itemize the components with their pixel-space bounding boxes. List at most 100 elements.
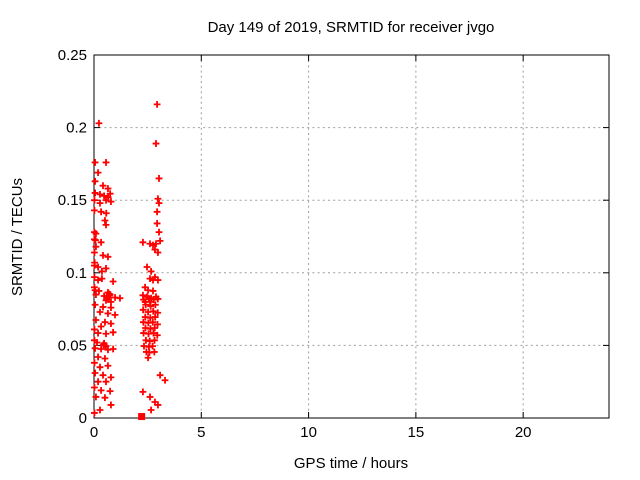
data-point (107, 304, 115, 312)
data-point (97, 387, 105, 394)
data-point (91, 326, 98, 333)
data-point (102, 378, 110, 386)
data-point (91, 301, 99, 309)
data-point (149, 307, 157, 315)
data-point (96, 308, 104, 316)
data-point (95, 287, 103, 295)
data-point (161, 376, 169, 384)
data-point (101, 217, 109, 224)
data-point (154, 195, 162, 203)
data-point (94, 353, 102, 361)
axis-ticks (93, 54, 609, 419)
data-point (139, 238, 147, 246)
data-point (154, 401, 162, 409)
data-point (91, 249, 98, 256)
x-tick-label: 5 (197, 424, 205, 441)
data-point (107, 373, 115, 381)
data-point (102, 265, 110, 272)
data-point (94, 169, 102, 177)
data-point (139, 306, 147, 314)
data-point (154, 295, 162, 303)
data-points (91, 100, 169, 421)
data-point (91, 196, 98, 204)
data-point (96, 190, 104, 198)
data-point (91, 369, 99, 377)
data-point (92, 393, 100, 401)
data-point (101, 318, 109, 326)
x-tick-label: 15 (408, 424, 425, 441)
data-point (102, 209, 110, 217)
data-point (109, 278, 117, 285)
data-point (153, 208, 161, 216)
data-point (147, 267, 155, 275)
data-point (96, 199, 104, 207)
data-point (102, 221, 110, 229)
data-point (102, 330, 110, 338)
data-point (109, 345, 117, 353)
data-point-square (138, 413, 146, 421)
data-point (149, 287, 157, 295)
data-point (116, 294, 124, 302)
data-point (96, 406, 104, 414)
data-point (91, 177, 99, 185)
data-point (106, 387, 114, 395)
data-point (91, 409, 98, 417)
data-point (96, 363, 104, 371)
data-point (111, 311, 119, 319)
data-point (145, 294, 153, 302)
data-point (149, 342, 156, 350)
data-point (139, 388, 147, 396)
data-point (150, 329, 157, 337)
data-point (154, 309, 162, 317)
data-point (140, 296, 147, 304)
data-point (97, 323, 105, 330)
data-point (94, 378, 102, 386)
data-point (91, 273, 98, 281)
data-point (151, 336, 158, 344)
data-point (151, 324, 159, 332)
data-point (153, 331, 161, 339)
data-point (91, 359, 98, 367)
data-point (153, 220, 161, 227)
y-tick-label: 0.05 (58, 337, 87, 354)
plot-border (93, 54, 610, 419)
data-point (151, 301, 159, 309)
data-point (109, 328, 117, 336)
data-point (102, 196, 110, 204)
data-point (94, 263, 102, 271)
data-point (156, 237, 164, 245)
data-point (99, 303, 107, 311)
data-point (91, 344, 99, 352)
grid-lines (94, 55, 609, 418)
data-point (92, 316, 100, 324)
data-point (100, 192, 108, 200)
data-point (147, 302, 155, 310)
y-tick-label: 0.1 (66, 265, 87, 282)
data-point (155, 228, 163, 236)
data-point (94, 276, 102, 284)
chart-title: Day 149 of 2019, SRMTID for receiver jvg… (208, 19, 495, 36)
data-point (107, 320, 115, 328)
data-point (155, 199, 163, 207)
data-point (149, 318, 157, 326)
data-point (151, 313, 159, 321)
data-point (97, 208, 105, 216)
data-point (100, 341, 107, 349)
data-point (97, 238, 105, 246)
data-point (107, 198, 115, 206)
data-point (106, 190, 114, 198)
data-point (94, 329, 102, 337)
data-point (104, 362, 112, 370)
data-point (154, 276, 162, 284)
data-point (92, 243, 100, 251)
data-point (154, 320, 161, 328)
data-point (93, 339, 101, 346)
y-tick-label: 0 (79, 410, 87, 427)
y-tick-label: 0.25 (58, 47, 87, 64)
data-point (98, 267, 106, 275)
data-point (101, 394, 109, 402)
y-axis-label: SRMTID / TECUs (9, 178, 26, 296)
data-point (92, 230, 100, 237)
